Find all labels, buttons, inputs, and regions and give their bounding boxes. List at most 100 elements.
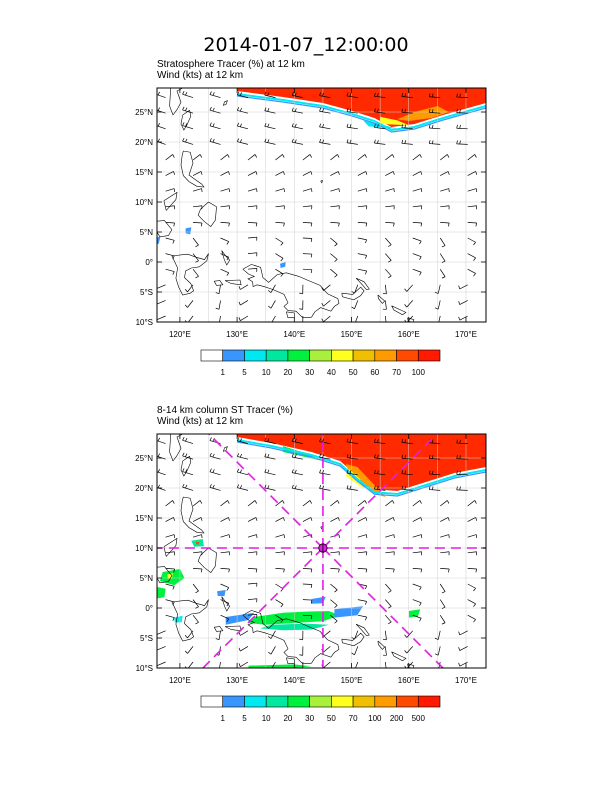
wind-barb — [412, 517, 421, 522]
wind-barb — [220, 551, 230, 554]
wind-barb-feather — [237, 437, 240, 442]
coastline — [242, 610, 340, 665]
wind-barb-feather — [365, 585, 367, 590]
wind-barb-feather — [172, 240, 175, 244]
colorbar-swatch — [352, 349, 376, 362]
coastline — [197, 547, 217, 574]
panel2-title: 8-14 km column ST Tracer (%) — [157, 405, 293, 416]
wind-barb-feather — [458, 662, 461, 667]
wind-barb-feather — [338, 222, 340, 227]
wind-barb — [182, 471, 194, 476]
wind-barb-feather — [228, 517, 230, 521]
colorbar-swatch — [222, 349, 245, 362]
wind-barb-feather — [182, 452, 185, 457]
wind-barb — [412, 188, 422, 192]
wind-barb-feather — [299, 654, 303, 656]
colorbar-label: 50 — [349, 368, 358, 377]
wind-barb — [412, 171, 421, 176]
wind-barb — [467, 253, 476, 259]
wind-barb-feather — [184, 289, 188, 293]
y-tick-label: 10°S — [136, 318, 153, 327]
wind-barb-feather — [431, 455, 434, 459]
wind-barb — [264, 110, 276, 114]
wind-barb-feather — [226, 618, 230, 622]
wind-barb — [330, 237, 338, 245]
wind-barb-feather — [459, 93, 461, 98]
wind-barb-feather — [182, 137, 185, 142]
wind-barb-feather — [238, 647, 241, 652]
wind-barb-feather — [428, 140, 431, 144]
wind-barb — [157, 284, 166, 289]
wind-barb-feather — [473, 242, 476, 246]
wind-barb — [357, 517, 366, 522]
tracer-region-patch-1 — [185, 227, 192, 235]
wind-barb — [302, 568, 312, 570]
wind-barb-feather — [209, 452, 212, 457]
wind-barb — [401, 473, 413, 476]
wind-barb — [270, 630, 276, 639]
wind-barb — [182, 455, 194, 460]
wind-barb — [247, 222, 257, 224]
wind-barb — [247, 582, 257, 585]
x-tick-label: 120°E — [169, 676, 191, 685]
wind-barb — [459, 630, 468, 636]
coastline — [355, 623, 370, 636]
wind-barb — [182, 140, 194, 145]
wind-barb-feather — [268, 636, 272, 639]
wind-barb-feather — [294, 92, 297, 97]
wind-barb-feather — [435, 669, 438, 670]
wind-barb-feather — [226, 241, 230, 245]
wind-barb — [406, 630, 414, 638]
wind-barb-feather — [291, 453, 294, 458]
wind-barb — [385, 222, 395, 224]
wind-barb-feather — [474, 500, 477, 504]
wind-barb-feather — [420, 568, 423, 573]
wind-barb — [330, 222, 340, 224]
wind-barb-feather — [291, 484, 294, 489]
wind-barb — [412, 583, 422, 588]
wind-barb-feather — [377, 439, 379, 443]
coastline — [286, 657, 295, 665]
wind-barb — [401, 457, 413, 460]
wind-barb — [346, 488, 358, 491]
wind-barb-feather — [351, 637, 355, 640]
wind-barb — [247, 188, 257, 192]
wind-barb-feather — [374, 454, 376, 458]
wind-barb-feather — [282, 500, 285, 504]
wind-barb-feather — [157, 91, 160, 96]
wind-barb — [456, 127, 468, 130]
x-tick-label: 130°E — [226, 330, 248, 339]
wind-barb — [220, 534, 230, 538]
wind-barb — [412, 253, 422, 257]
wind-barb — [357, 614, 367, 618]
colorbar-label: 30 — [305, 714, 314, 723]
wind-barb-feather — [212, 438, 215, 442]
wind-barb-feather — [352, 323, 355, 325]
wind-barb — [385, 614, 392, 623]
panel-2-plot: 120°E 130°E 140°E 150°E 160°E 170°E 10°S 5°S 0° 5… — [135, 433, 487, 685]
colorbar-label: 1 — [221, 714, 226, 723]
wind-barb — [157, 315, 166, 320]
wind-barb-feather — [267, 123, 270, 128]
wind-barb-feather — [319, 139, 322, 143]
wind-barb — [319, 456, 331, 460]
wind-barb — [467, 222, 477, 224]
wind-barb — [406, 300, 414, 308]
coastline — [320, 179, 323, 184]
wind-barb — [440, 154, 448, 161]
wind-barb — [319, 126, 331, 130]
colorbar-swatch — [200, 695, 224, 708]
wind-barb-feather — [401, 485, 404, 490]
main-title: 2014-01-07_12:00:00 — [203, 34, 409, 56]
wind-barb — [323, 315, 331, 322]
wind-barb — [209, 471, 221, 476]
wind-barb-feather — [456, 93, 458, 98]
wind-barb — [374, 95, 386, 98]
wind-barb-feather — [404, 486, 407, 490]
wind-barb-feather — [238, 317, 241, 321]
wind-barb — [456, 473, 468, 476]
wind-barb-feather — [182, 106, 185, 111]
wind-barb — [456, 442, 468, 444]
wind-barb-feather — [374, 485, 376, 490]
wind-barb-feather — [420, 517, 423, 521]
